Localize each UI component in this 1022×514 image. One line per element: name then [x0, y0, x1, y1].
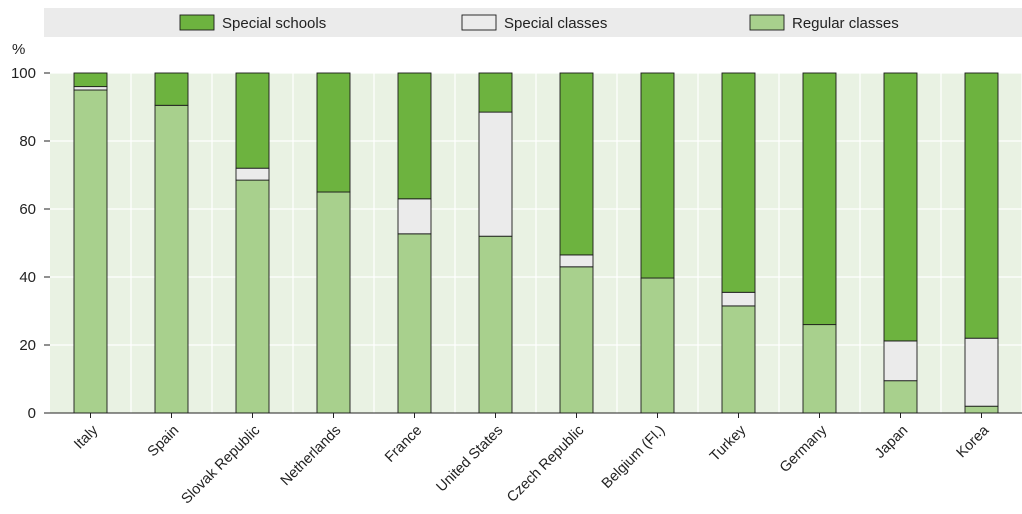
bar-group-japan: [883, 72, 918, 414]
y-tick-label-80: 80: [19, 133, 36, 150]
bar-special-schools-korea: [964, 72, 999, 339]
bar-group-korea: [964, 72, 999, 414]
legend-label-special-schools: Special schools: [222, 15, 326, 32]
bar-special-classes-japan: [883, 340, 918, 382]
bar-special-classes-france: [397, 198, 432, 235]
bar-special-classes-slovak-republic: [235, 167, 270, 181]
bars: [73, 72, 999, 414]
x-tick-label-france: France: [382, 423, 425, 466]
x-tick-label-czech-republic: Czech Republic: [504, 423, 587, 506]
bar-special-classes-czech-republic: [559, 254, 594, 268]
bar-special-classes-united-states: [478, 111, 513, 237]
x-tick-label-belgium-fl: Belgium (Fl.): [599, 423, 668, 492]
bar-group-spain: [154, 72, 189, 414]
bar-special-classes-turkey: [721, 291, 756, 307]
bar-special-schools-turkey: [721, 72, 756, 293]
bar-group-france: [397, 72, 432, 414]
x-tick-label-netherlands: Netherlands: [278, 423, 345, 490]
bar-special-schools-germany: [802, 72, 837, 326]
bar-group-italy: [73, 72, 108, 414]
x-tick-label-germany: Germany: [777, 422, 831, 476]
bar-special-classes-italy: [73, 86, 108, 91]
bar-regular-classes-slovak-republic: [235, 179, 270, 414]
x-tick-label-italy: Italy: [71, 422, 102, 453]
bar-special-classes-korea: [964, 337, 999, 407]
x-tick-label-korea: Korea: [954, 422, 993, 461]
bar-special-schools-france: [397, 72, 432, 200]
legend: Special schools Special classes Regular cl…: [179, 14, 899, 32]
bar-special-schools-spain: [154, 72, 189, 106]
bar-regular-classes-italy: [73, 89, 108, 414]
bar-group-netherlands: [316, 72, 351, 414]
bar-special-schools-belgium-fl: [640, 72, 675, 279]
bar-regular-classes-turkey: [721, 305, 756, 414]
bar-regular-classes-spain: [154, 104, 189, 414]
bar-special-schools-slovak-republic: [235, 72, 270, 169]
bar-group-germany: [802, 72, 837, 414]
x-tick-label-united-states: United States: [433, 423, 506, 496]
bar-group-united-states: [478, 72, 513, 414]
y-axis-ticks: 0 20 40 60 80 100: [11, 65, 50, 422]
bar-group-slovak-republic: [235, 72, 270, 414]
bar-special-schools-netherlands: [316, 72, 351, 193]
bar-group-turkey: [721, 72, 756, 414]
y-axis-unit: %: [12, 41, 25, 58]
grid-lines: [50, 72, 1022, 413]
bar-group-czech-republic: [559, 72, 594, 414]
legend-item-special-schools: Special schools: [179, 14, 326, 32]
y-tick-label-0: 0: [28, 405, 36, 422]
bar-regular-classes-belgium-fl: [640, 277, 675, 414]
y-tick-label-40: 40: [19, 269, 36, 286]
bar-group-belgium-fl: [640, 72, 675, 414]
bar-regular-classes-japan: [883, 380, 918, 414]
y-tick-label-20: 20: [19, 337, 36, 354]
bar-regular-classes-korea: [964, 405, 999, 414]
bar-special-schools-czech-republic: [559, 72, 594, 256]
bar-regular-classes-france: [397, 233, 432, 414]
y-tick-label-60: 60: [19, 201, 36, 218]
legend-label-special-classes: Special classes: [504, 15, 607, 32]
legend-swatch-regular-classes: [749, 14, 785, 31]
legend-item-regular-classes: Regular classes: [749, 14, 899, 32]
legend-item-special-classes: Special classes: [461, 14, 607, 32]
bar-special-schools-japan: [883, 72, 918, 342]
x-tick-label-turkey: Turkey: [707, 422, 750, 465]
x-tick-label-spain: Spain: [145, 423, 183, 461]
bar-regular-classes-netherlands: [316, 191, 351, 414]
x-tick-label-japan: Japan: [872, 423, 911, 462]
x-tick-label-slovak-republic: Slovak Republic: [178, 423, 263, 508]
legend-swatch-special-classes: [461, 14, 497, 31]
bar-special-schools-italy: [73, 72, 108, 88]
bar-special-schools-united-states: [478, 72, 513, 113]
bar-regular-classes-czech-republic: [559, 266, 594, 414]
y-tick-label-100: 100: [11, 65, 36, 82]
legend-label-regular-classes: Regular classes: [792, 15, 899, 32]
bar-regular-classes-germany: [802, 324, 837, 414]
legend-swatch-special-schools: [179, 14, 215, 31]
bar-regular-classes-united-states: [478, 235, 513, 414]
